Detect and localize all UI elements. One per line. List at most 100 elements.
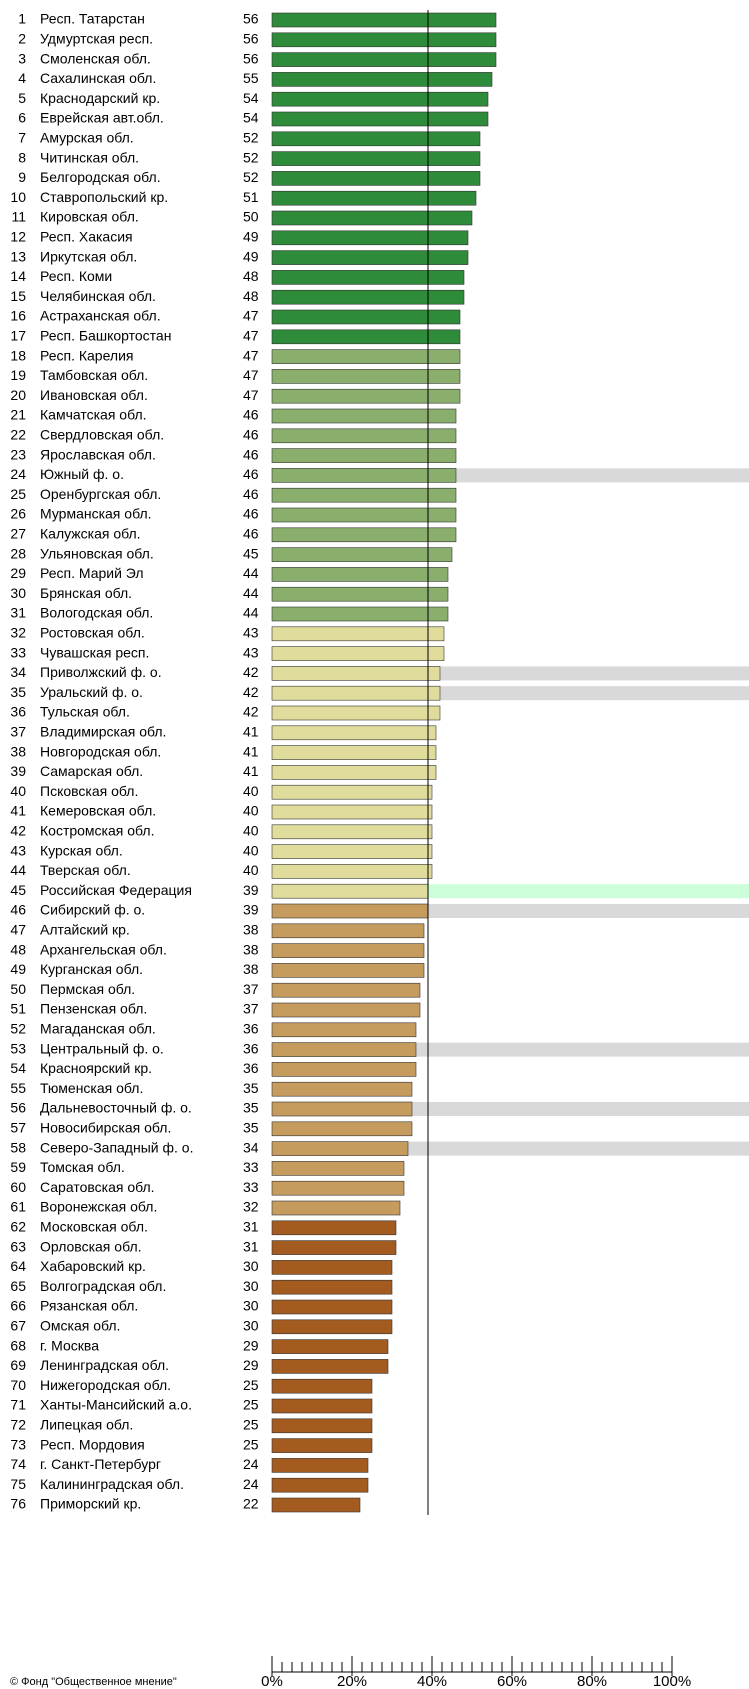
value-label: 38 — [243, 941, 259, 957]
value-label: 33 — [243, 1179, 259, 1195]
category-label: Респ. Коми — [40, 268, 112, 284]
rank: 55 — [10, 1080, 26, 1096]
bar — [271, 725, 437, 741]
x-tick-label: 100% — [653, 1673, 691, 1689]
category-label: Волгоградская обл. — [40, 1278, 166, 1294]
bar — [271, 230, 469, 246]
value-label: 46 — [243, 466, 259, 482]
category-label: Респ. Марий Эл — [40, 565, 144, 581]
value-label: 48 — [243, 288, 259, 304]
rank: 25 — [10, 486, 26, 502]
category-label: Мурманская обл. — [40, 506, 152, 522]
value-label: 41 — [243, 763, 259, 779]
rank: 12 — [10, 229, 26, 245]
rank: 54 — [10, 1060, 26, 1076]
category-label: Респ. Хакасия — [40, 229, 133, 245]
value-label: 43 — [243, 625, 259, 641]
category-label: Дальневосточный ф. о. — [40, 1100, 192, 1116]
rank: 73 — [10, 1436, 26, 1452]
value-label: 25 — [243, 1377, 259, 1393]
category-label: Респ. Мордовия — [40, 1436, 145, 1452]
category-label: Архангельская обл. — [40, 941, 167, 957]
category-label: Камчатская обл. — [40, 407, 147, 423]
rank: 49 — [10, 961, 26, 977]
rank: 27 — [10, 526, 26, 542]
rank: 66 — [10, 1298, 26, 1314]
category-label: Ярославская обл. — [40, 446, 156, 462]
category-label: Амурская обл. — [40, 130, 134, 146]
category-label: Северо-Западный ф. о. — [40, 1139, 193, 1155]
value-label: 30 — [243, 1298, 259, 1314]
category-label: Смоленская обл. — [40, 50, 151, 66]
rank: 43 — [10, 842, 26, 858]
bar — [271, 864, 433, 879]
rank: 57 — [10, 1120, 26, 1136]
category-label: Курская обл. — [40, 842, 123, 858]
rank: 50 — [10, 981, 26, 997]
x-tick-label: 60% — [497, 1673, 527, 1689]
value-label: 47 — [243, 347, 259, 363]
category-label: Приволжский ф. о. — [40, 664, 162, 680]
bar — [271, 369, 461, 384]
category-label: Читинская обл. — [40, 149, 139, 165]
bar — [271, 1062, 417, 1077]
rank: 46 — [10, 902, 26, 918]
rank: 74 — [10, 1456, 26, 1472]
value-label: 33 — [243, 1159, 259, 1175]
value-label: 40 — [243, 823, 259, 839]
value-label: 25 — [243, 1436, 259, 1452]
category-label: Ростовская обл. — [40, 625, 145, 641]
category-label: Иркутская обл. — [40, 248, 137, 264]
category-label: Оренбургская обл. — [40, 486, 161, 502]
rank: 60 — [10, 1179, 26, 1195]
rank: 36 — [10, 704, 26, 720]
category-label: Приморский кр. — [40, 1496, 141, 1512]
category-label: Ульяновская обл. — [40, 545, 154, 561]
rank: 40 — [10, 783, 26, 799]
category-label: Ивановская обл. — [40, 387, 148, 403]
value-label: 32 — [243, 1199, 259, 1215]
rank: 63 — [10, 1238, 26, 1254]
category-label: Самарская обл. — [40, 763, 143, 779]
category-label: Сахалинская обл. — [40, 70, 156, 86]
value-label: 47 — [243, 367, 259, 383]
value-label: 47 — [243, 387, 259, 403]
rank: 59 — [10, 1159, 26, 1175]
value-label: 31 — [243, 1219, 259, 1235]
rank: 18 — [10, 347, 26, 363]
category-label: Южный ф. о. — [40, 466, 124, 482]
bar — [271, 745, 437, 760]
rank: 14 — [10, 268, 26, 284]
bar — [271, 1042, 417, 1057]
bar — [271, 1180, 405, 1196]
bar — [271, 250, 469, 265]
value-label: 54 — [243, 110, 259, 126]
bar — [271, 1477, 369, 1493]
bar — [271, 705, 441, 721]
bar — [271, 32, 497, 48]
bar — [271, 1081, 413, 1097]
rank: 9 — [18, 169, 26, 185]
category-label: Нижегородская обл. — [40, 1377, 171, 1393]
bar — [271, 329, 461, 345]
bar — [271, 448, 457, 463]
category-label: Удмуртская респ. — [40, 31, 153, 47]
bar — [271, 408, 457, 424]
bar — [271, 1378, 373, 1394]
bar — [271, 844, 433, 859]
bar — [271, 784, 433, 800]
bar — [271, 289, 465, 305]
rank: 17 — [10, 328, 26, 344]
rank: 71 — [10, 1397, 26, 1413]
value-label: 39 — [243, 882, 259, 898]
rank: 52 — [10, 1021, 26, 1037]
rank: 33 — [10, 644, 26, 660]
value-label: 29 — [243, 1357, 259, 1373]
value-label: 48 — [243, 268, 259, 284]
rank: 67 — [10, 1318, 26, 1334]
rank: 24 — [10, 466, 26, 482]
category-label: Пермская обл. — [40, 981, 135, 997]
rank: 38 — [10, 743, 26, 759]
bar — [271, 547, 453, 562]
rank: 20 — [10, 387, 26, 403]
